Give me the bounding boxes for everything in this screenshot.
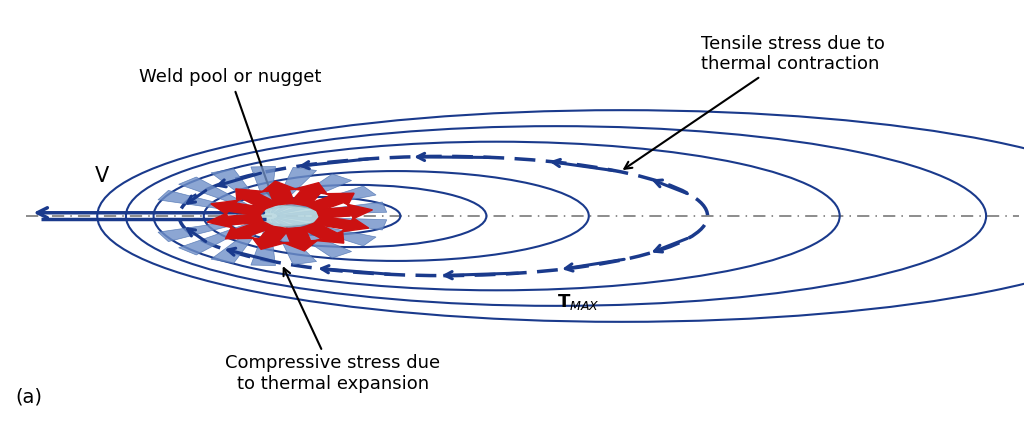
FancyArrow shape: [316, 204, 373, 219]
Polygon shape: [278, 202, 387, 216]
FancyArrow shape: [262, 181, 296, 205]
Polygon shape: [251, 166, 275, 213]
Polygon shape: [273, 174, 351, 213]
Polygon shape: [158, 191, 262, 215]
Polygon shape: [278, 216, 387, 230]
Polygon shape: [178, 177, 264, 214]
Text: (a): (a): [15, 387, 42, 406]
FancyArrow shape: [207, 213, 263, 228]
FancyArrow shape: [253, 226, 290, 249]
FancyArrow shape: [313, 216, 369, 232]
Polygon shape: [211, 168, 267, 213]
Polygon shape: [271, 219, 316, 265]
Polygon shape: [271, 167, 316, 213]
Polygon shape: [273, 219, 351, 258]
FancyArrow shape: [211, 200, 266, 216]
FancyArrow shape: [236, 189, 280, 210]
Ellipse shape: [237, 205, 323, 227]
FancyArrow shape: [290, 183, 327, 206]
Polygon shape: [158, 217, 262, 241]
Text: Compressive stress due
to thermal expansion: Compressive stress due to thermal expans…: [225, 268, 440, 393]
FancyArrow shape: [284, 227, 317, 251]
FancyArrow shape: [300, 222, 344, 243]
Text: $\mathbf{T}_{MAX}$: $\mathbf{T}_{MAX}$: [557, 292, 600, 312]
Polygon shape: [251, 219, 275, 266]
Polygon shape: [178, 218, 264, 255]
Polygon shape: [275, 186, 376, 215]
FancyArrow shape: [305, 193, 354, 212]
Text: Weld pool or nugget: Weld pool or nugget: [139, 68, 322, 198]
Polygon shape: [211, 219, 267, 264]
Text: V: V: [95, 166, 110, 186]
FancyArrow shape: [225, 220, 274, 239]
Text: Tensile stress due to
thermal contraction: Tensile stress due to thermal contractio…: [625, 35, 886, 169]
Polygon shape: [275, 217, 376, 246]
